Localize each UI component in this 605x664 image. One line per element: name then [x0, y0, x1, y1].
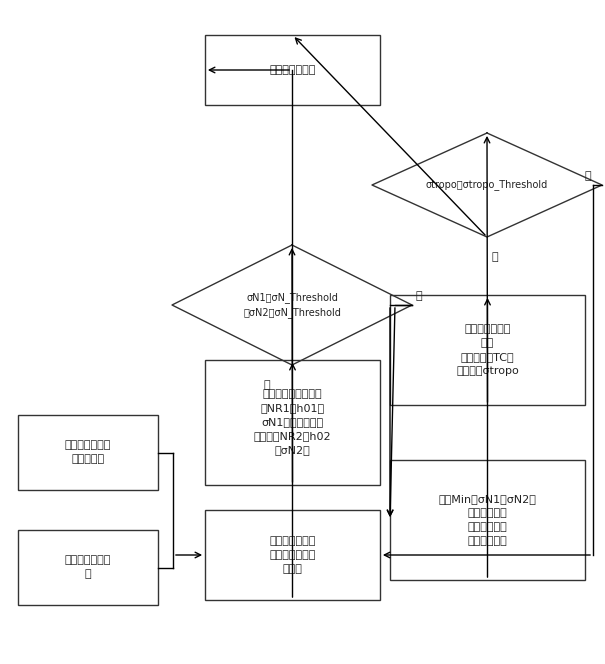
Bar: [205, 35, 380, 105]
Polygon shape: [372, 133, 602, 237]
Polygon shape: [172, 245, 412, 365]
Text: σtropo＜σtropo_Threshold: σtropo＜σtropo_Threshold: [426, 179, 548, 191]
Text: 获取当前第一气
象数据和第二气
象数据: 获取当前第一气 象数据和第二气 象数据: [269, 536, 316, 574]
Bar: [390, 460, 585, 580]
Bar: [18, 415, 158, 490]
Bar: [205, 510, 380, 600]
Text: 获得第一组修正参数
（NR1、h01和
σN1）和第二组修
正参数（NR2、h02
和σN2）: 获得第一组修正参数 （NR1、h01和 σN1）和第二组修 正参数（NR2、h0…: [253, 390, 332, 456]
Bar: [390, 295, 585, 405]
Text: 位置域监测单元
获得
对流层延时TC和
修正误差σtropo: 位置域监测单元 获得 对流层延时TC和 修正误差σtropo: [456, 324, 519, 376]
Text: 利用气象设备采
集: 利用气象设备采 集: [65, 556, 111, 580]
Text: 输出Min（σN1，σN2）
对应的那组修
正参数作为第
三组修正参数: 输出Min（σN1，σN2） 对应的那组修 正参数作为第 三组修正参数: [439, 494, 537, 546]
Text: 利用航空气象服
务设备获取: 利用航空气象服 务设备获取: [65, 440, 111, 465]
Text: σN1＜σN_Threshold
或σN2＜σN_Threshold: σN1＜σN_Threshold 或σN2＜σN_Threshold: [243, 293, 341, 317]
Text: 停止地面站服务: 停止地面站服务: [269, 65, 316, 75]
Text: 否: 否: [264, 380, 270, 390]
Text: 是: 是: [584, 171, 591, 181]
Bar: [205, 360, 380, 485]
Bar: [18, 530, 158, 605]
Text: 否: 否: [492, 252, 499, 262]
Text: 是: 是: [415, 291, 422, 301]
